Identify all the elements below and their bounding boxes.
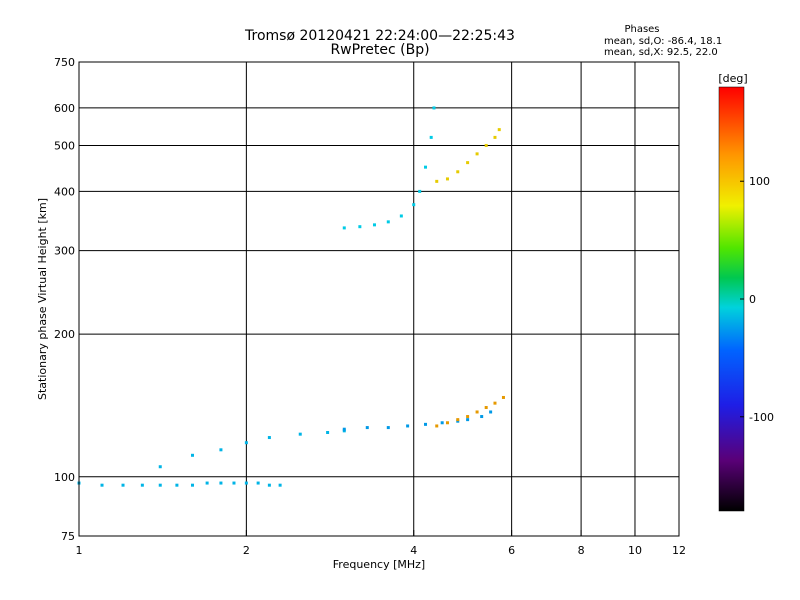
data-point [219, 448, 223, 452]
data-point [358, 225, 362, 229]
data-point [501, 395, 505, 399]
data-point [456, 418, 460, 422]
data-point [326, 430, 330, 434]
y-tick-label: 75 [61, 530, 75, 543]
phases-mean-o: mean, sd,O: -86.4, 18.1 [604, 36, 722, 47]
data-point [432, 106, 436, 110]
colorbar-tick-label: 0 [749, 293, 756, 306]
data-point [267, 483, 271, 487]
data-point [219, 481, 223, 485]
x-tick-labels: 1 2 4 6 8 10 12 [76, 530, 686, 557]
data-point [429, 135, 433, 139]
data-point [244, 481, 248, 485]
data-point [466, 415, 470, 419]
data-point [121, 483, 125, 487]
data-point [175, 483, 179, 487]
y-tick-label: 600 [54, 102, 75, 115]
data-point [244, 441, 248, 445]
data-point [298, 432, 302, 436]
data-point [158, 483, 162, 487]
colorbar [718, 86, 745, 512]
data-point [158, 465, 162, 469]
x-tick-label: 8 [578, 544, 585, 557]
colorbar-ticks: 100 0 -100 [740, 175, 774, 424]
data-point [412, 203, 416, 207]
data-point [399, 214, 403, 218]
data-point [435, 424, 439, 428]
data-point [190, 483, 194, 487]
grid-layer [79, 62, 679, 536]
data-point [342, 429, 346, 433]
data-point [480, 415, 484, 419]
colorbar-label: [deg] [718, 72, 747, 85]
data-point [456, 170, 460, 174]
y-tick-label: 500 [54, 139, 75, 152]
colorbar-tick-label: 100 [749, 175, 770, 188]
data-point [418, 189, 422, 193]
x-tick-label: 10 [628, 544, 642, 557]
data-point [406, 424, 410, 428]
x-axis-label: Frequency [MHz] [333, 558, 425, 571]
data-point [440, 421, 444, 425]
data-point [256, 481, 260, 485]
data-point [493, 135, 497, 139]
data-point [342, 226, 346, 230]
y-tick-label: 400 [54, 185, 75, 198]
data-point [100, 483, 104, 487]
data-point [342, 427, 346, 431]
data-point [424, 165, 428, 169]
data-point [466, 161, 470, 165]
data-point [267, 436, 271, 440]
plot-frame [78, 61, 680, 537]
x-tick-label: 6 [508, 544, 515, 557]
data-point [475, 152, 479, 156]
y-tick-label: 200 [54, 328, 75, 341]
data-point [424, 422, 428, 426]
data-point [456, 419, 460, 423]
y-tick-label: 300 [54, 245, 75, 258]
y-axis-label: Stationary phase Virtual Height [km] [36, 198, 49, 400]
x-tick-label: 4 [410, 544, 417, 557]
data-point [232, 481, 236, 485]
data-point [484, 143, 488, 147]
data-point [435, 179, 439, 183]
phases-title: Phases [624, 24, 659, 35]
x-tick-label: 12 [672, 544, 686, 557]
data-point [365, 426, 369, 430]
chart-subtitle: RwPretec (Bp) [330, 42, 429, 58]
y-tick-labels: 75 100 200 300 400 500 600 750 [54, 56, 75, 543]
y-tick-label: 100 [54, 471, 75, 484]
data-point [475, 410, 479, 414]
points-layer [77, 106, 505, 487]
data-point [190, 453, 194, 457]
data-point [445, 421, 449, 425]
data-point [489, 410, 493, 414]
x-tick-label: 1 [76, 544, 83, 557]
data-point [278, 483, 282, 487]
phases-mean-x: mean, sd,X: 92.5, 22.0 [604, 47, 718, 58]
colorbar-tick-label: -100 [749, 411, 774, 424]
data-point [466, 418, 470, 422]
data-point [493, 401, 497, 405]
data-point [140, 483, 144, 487]
y-tick-label: 750 [54, 56, 75, 69]
data-point [497, 128, 501, 132]
data-point [445, 177, 449, 181]
data-point [484, 406, 488, 410]
x-tick-label: 2 [243, 544, 250, 557]
data-point [372, 223, 376, 227]
data-point [205, 481, 209, 485]
data-point [386, 220, 390, 224]
data-point [386, 426, 390, 430]
chart-title: Tromsø 20120421 22:24:00—22:25:43 [244, 28, 515, 44]
